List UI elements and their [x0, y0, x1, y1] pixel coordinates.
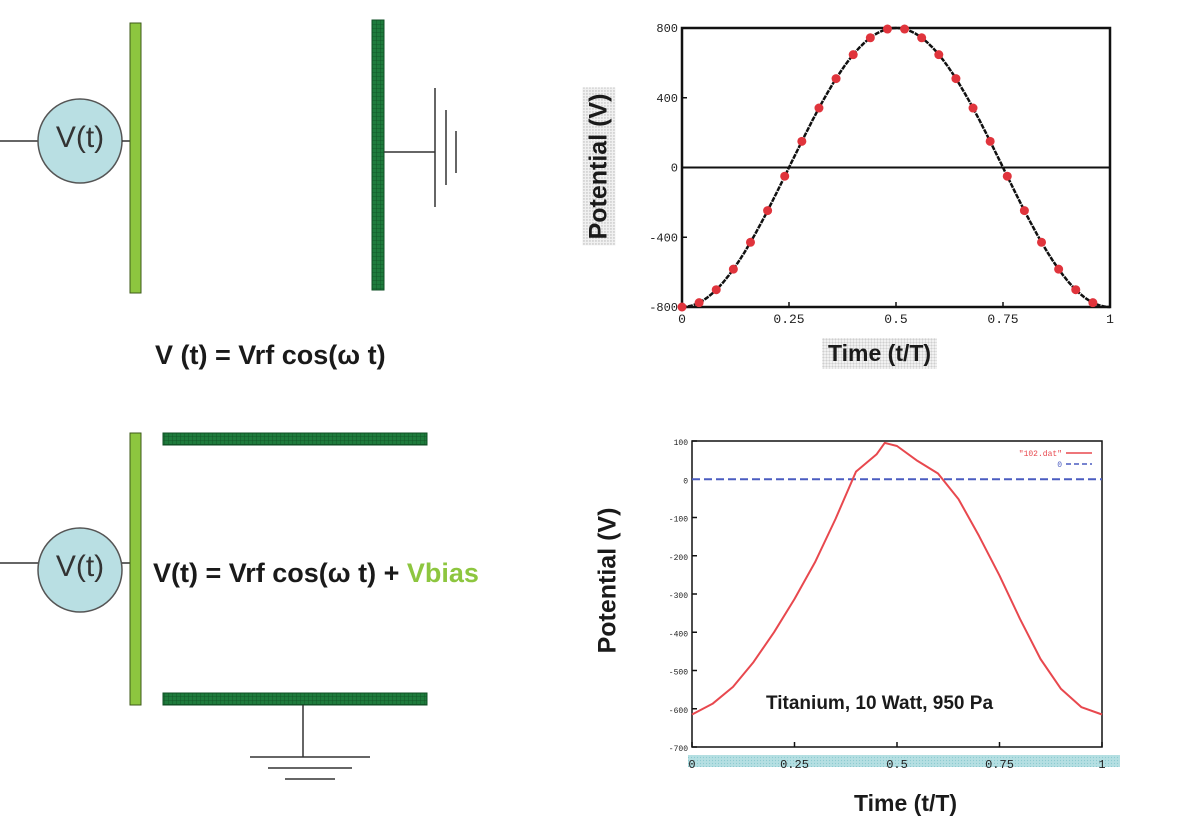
- chart2-ylabel: Potential (V): [593, 507, 622, 654]
- data-point: [1002, 171, 1012, 181]
- equation-main: V(t) = Vrf cos(ω t) +: [153, 558, 407, 588]
- data-point: [1037, 237, 1047, 247]
- data-point: [711, 285, 721, 295]
- chart-rf-potential: 0 0.25 0.5 0.75 1 800 400 0 -400 -800: [649, 22, 1114, 327]
- x-tick-label: 0: [688, 758, 695, 772]
- x-tick-label: 0.5: [886, 758, 908, 772]
- grounded-electrode-top: [162, 432, 428, 446]
- x-tick-label: 1: [1106, 312, 1114, 327]
- chart-biased-potential: 0 0.25 0.5 0.75 1 100 0 -100 -200 -300 -400 -500 -60…: [669, 439, 1120, 772]
- data-point: [694, 298, 704, 308]
- data-point: [814, 103, 824, 113]
- series-line: [681, 26, 1111, 309]
- data-point: [848, 50, 858, 60]
- y-tick-label: -700: [669, 745, 688, 754]
- data-point: [1054, 264, 1064, 274]
- data-point: [780, 171, 790, 181]
- y-tick-label: -400: [649, 231, 678, 245]
- rf-source: [37, 527, 123, 613]
- data-point: [917, 33, 927, 43]
- source-label-top: V(t): [55, 121, 105, 154]
- data-point: [677, 302, 687, 312]
- grounded-electrode-bottom: [162, 692, 428, 706]
- y-tick-label: -400: [669, 630, 688, 639]
- y-tick-label: -600: [669, 707, 688, 716]
- data-point: [745, 237, 755, 247]
- data-point: [1088, 298, 1098, 308]
- equation-bias: Vbias: [406, 558, 479, 588]
- data-point: [1019, 206, 1029, 216]
- powered-electrode: [129, 432, 142, 706]
- x-tick-label: 0.75: [987, 312, 1018, 327]
- equation-top: V (t) = Vrf cos(ω t): [155, 340, 386, 370]
- grounded-electrode: [371, 19, 385, 291]
- x-tick-label: 0.75: [985, 758, 1014, 772]
- chart2-xlabel: Time (t/T): [854, 790, 958, 816]
- y-tick-label: 800: [656, 22, 678, 36]
- ground-symbol-icon: [250, 756, 370, 780]
- data-point: [797, 136, 807, 146]
- data-point: [985, 136, 995, 146]
- data-point: [763, 206, 773, 216]
- data-point: [1071, 285, 1081, 295]
- data-point: [728, 264, 738, 274]
- data-point: [865, 33, 875, 43]
- y-tick-label: -300: [669, 592, 688, 601]
- data-point: [882, 24, 892, 34]
- data-point: [951, 74, 961, 84]
- diagram-top: [0, 19, 457, 294]
- plot-frame: [691, 440, 1103, 748]
- chart1-ylabel: Potential (V): [582, 87, 616, 246]
- data-point: [831, 74, 841, 84]
- data-point: [934, 50, 944, 60]
- y-tick-label: 0: [671, 162, 678, 176]
- y-tick-label: 400: [656, 92, 678, 106]
- y-tick-label: -500: [669, 669, 688, 678]
- diagram-bottom: [0, 432, 428, 780]
- x-axis-band: [688, 755, 1120, 767]
- chart1-xlabel: Time (t/T): [822, 338, 938, 369]
- powered-electrode: [129, 22, 142, 294]
- x-tick-label: 1: [1098, 758, 1105, 772]
- y-tick-label: -200: [669, 554, 688, 563]
- data-point: [900, 24, 910, 34]
- y-tick-label: 0: [683, 477, 688, 486]
- x-tick-label: 0.25: [773, 312, 804, 327]
- y-tick-label: 100: [674, 439, 689, 448]
- x-tick-label: 0.25: [780, 758, 809, 772]
- chart2-annotation: Titanium, 10 Watt, 950 Pa: [766, 693, 994, 714]
- ground-symbol-icon: [434, 88, 457, 207]
- legend-label-102: "102.dat": [1019, 450, 1062, 459]
- series-102-line: [691, 441, 1103, 716]
- y-tick-label: -800: [649, 301, 678, 315]
- x-tick-label: 0.5: [884, 312, 907, 327]
- equation-bottom: V(t) = Vrf cos(ω t) + Vbias: [153, 558, 479, 589]
- legend-label-zero: 0: [1057, 461, 1062, 470]
- x-tick-label: 0: [678, 312, 686, 327]
- data-point: [968, 103, 978, 113]
- source-label-bottom: V(t): [55, 550, 105, 583]
- y-tick-label: -100: [669, 516, 688, 525]
